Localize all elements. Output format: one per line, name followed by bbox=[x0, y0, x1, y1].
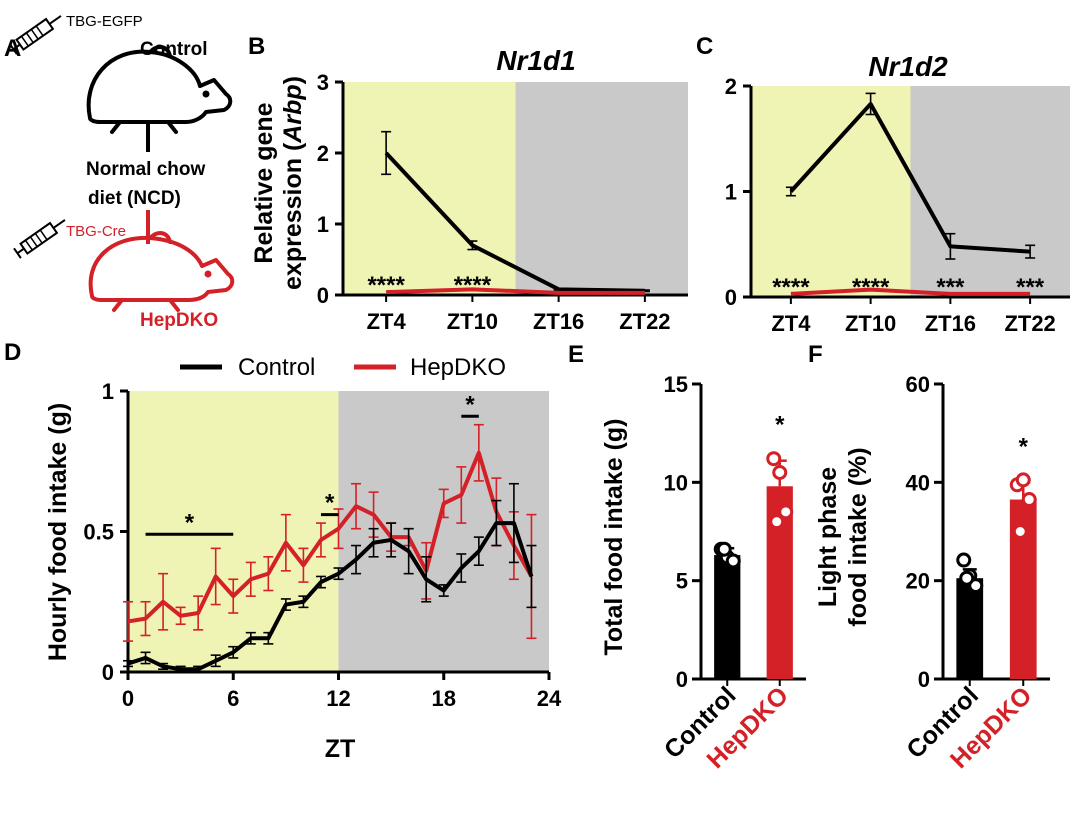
syringe-icon bbox=[9, 15, 62, 55]
panel-e-control-point bbox=[716, 541, 732, 557]
panel-b-significance: **** bbox=[454, 272, 492, 299]
panel-f-hepdko-point bbox=[1012, 524, 1028, 539]
panel-b-letter: B bbox=[248, 33, 265, 60]
panel-c-x-tick-label: ZT4 bbox=[771, 311, 811, 336]
panel-e-hepdko-point bbox=[766, 451, 782, 467]
panel-c-significance: *** bbox=[1016, 274, 1045, 301]
mouse-icon bbox=[88, 231, 235, 312]
panel-c-dark-phase bbox=[910, 86, 1070, 297]
panel-d-x-tick-label: 6 bbox=[227, 686, 239, 711]
panel-e-significance: * bbox=[775, 412, 785, 439]
panel-c-x-tick-label: ZT22 bbox=[1004, 311, 1055, 336]
panel-d-x-tick-label: 18 bbox=[432, 686, 456, 711]
panel-b-control-line bbox=[384, 151, 645, 293]
diet-label-line1: Normal chow bbox=[86, 159, 206, 180]
panel-c-title: Nr1d2 bbox=[868, 51, 948, 82]
panel-c-control-line bbox=[789, 101, 1031, 254]
control-vector-label: TBG-EGFP bbox=[66, 13, 143, 30]
diet-label-line2: diet (NCD) bbox=[88, 188, 181, 209]
panel-e-y-tick-label: 5 bbox=[676, 569, 688, 594]
syringe-icon bbox=[13, 219, 66, 259]
panel-b-y-tick-label: 1 bbox=[317, 212, 329, 237]
panel-f-hepdko-point bbox=[1021, 492, 1037, 508]
panel-c-x-tick-label: ZT10 bbox=[845, 311, 896, 336]
panel-f-bar-control bbox=[956, 578, 984, 679]
panel-f-ylabel-line2: food intake (%) bbox=[844, 447, 872, 626]
panel-f-y-tick-label: 0 bbox=[918, 667, 930, 692]
panel-c-x-tick-label: ZT16 bbox=[925, 311, 976, 336]
panel-e-hepdko-point bbox=[769, 514, 785, 530]
panel-d-control-line bbox=[127, 521, 534, 672]
panel-b-x-tick-label: ZT4 bbox=[367, 309, 407, 334]
panel-e-letter: E bbox=[568, 341, 584, 368]
panel-e-y-tick-label: 10 bbox=[664, 470, 688, 495]
panel-e-ylabel: Total food intake (g) bbox=[600, 418, 628, 655]
panel-b-y-tick-label: 2 bbox=[317, 141, 329, 166]
panel-e-control-point bbox=[725, 553, 741, 569]
panel-e-y-tick-label: 0 bbox=[676, 667, 688, 692]
panel-d-hepdko-line bbox=[127, 450, 534, 624]
panel-f-control-point bbox=[956, 552, 972, 568]
panel-d-significance: * bbox=[325, 490, 335, 517]
ko-vector-label: TBG-Cre bbox=[66, 223, 126, 240]
panel-b-chart: B Nr1d1 Relative gene expression (Arbp) … bbox=[248, 33, 688, 334]
panel-c-light-phase bbox=[751, 86, 911, 297]
panel-b-ylabel-line2: expression (Arbp) bbox=[279, 76, 307, 290]
panel-c-y-tick-label: 0 bbox=[725, 285, 737, 310]
panel-c-significance: **** bbox=[852, 274, 890, 301]
panel-d-x-tick-label: 0 bbox=[122, 686, 134, 711]
panel-f-letter: F bbox=[808, 341, 823, 368]
panel-f-hepdko-point bbox=[1015, 472, 1031, 488]
panel-d-xlabel: ZT bbox=[325, 735, 356, 763]
panel-d-y-tick-label: 1 bbox=[102, 379, 114, 404]
panel-d-significance: * bbox=[185, 509, 195, 536]
panel-d-y-tick-label: 0.5 bbox=[83, 520, 114, 545]
panel-b-light-phase bbox=[343, 82, 516, 295]
panel-f-y-tick-label: 60 bbox=[906, 372, 930, 397]
panel-b-y-tick-label: 3 bbox=[317, 70, 329, 95]
panel-c-significance: *** bbox=[936, 274, 965, 301]
panel-b-x-tick-label: ZT16 bbox=[533, 309, 584, 334]
panel-d-significance: * bbox=[465, 391, 475, 418]
panel-b-significance: **** bbox=[367, 272, 405, 299]
panel-d-x-tick-label: 24 bbox=[537, 686, 562, 711]
legend-hepdko-label: HepDKO bbox=[410, 354, 506, 381]
panel-d-y-tick-label: 0 bbox=[102, 660, 114, 685]
panel-d-chart: D Hourly food intake (g) ZT Control HepD… bbox=[4, 339, 562, 763]
panel-b-title: Nr1d1 bbox=[496, 45, 575, 76]
panel-c-y-tick-label: 2 bbox=[725, 74, 737, 99]
panel-e-chart: E Total food intake (g) 051015ControlHep… bbox=[568, 341, 806, 774]
panel-b-dark-phase bbox=[515, 82, 688, 295]
panel-b-x-tick-label: ZT22 bbox=[619, 309, 670, 334]
panel-a: A TBG-EGFP Control Normal chow diet (NCD… bbox=[4, 13, 235, 331]
panel-b-y-tick-label: 0 bbox=[317, 283, 329, 308]
panel-b-hepdko-line bbox=[386, 287, 645, 295]
panel-e-y-tick-label: 15 bbox=[664, 372, 688, 397]
panel-b-ylabel-line1: Relative gene bbox=[250, 102, 278, 263]
panel-c-letter: C bbox=[696, 33, 713, 60]
panel-e-hepdko-point bbox=[778, 504, 794, 520]
panel-c-y-tick-label: 1 bbox=[725, 180, 737, 205]
ko-label: HepDKO bbox=[140, 310, 218, 331]
panel-f-ylabel-line1: Light phase bbox=[814, 467, 842, 607]
panel-e-hepdko-point bbox=[772, 465, 788, 480]
panel-e-bar-control bbox=[714, 555, 741, 679]
panel-c-hepdko-line bbox=[790, 287, 1031, 296]
panel-f-y-tick-label: 40 bbox=[906, 470, 930, 495]
mouse-icon bbox=[86, 45, 233, 134]
legend-control-label: Control bbox=[238, 354, 315, 381]
panel-f-y-tick-label: 20 bbox=[906, 569, 930, 594]
panel-f-chart: F Light phase food intake (%) 0204060Con… bbox=[808, 341, 1050, 774]
panel-f-control-point bbox=[959, 570, 975, 586]
panel-d-ylabel: Hourly food intake (g) bbox=[44, 403, 72, 661]
panel-b-x-tick-label: ZT10 bbox=[447, 309, 498, 334]
panel-c-significance: **** bbox=[772, 274, 810, 301]
panel-d-x-tick-label: 12 bbox=[326, 686, 350, 711]
panel-f-significance: * bbox=[1019, 433, 1029, 460]
panel-d-letter: D bbox=[4, 339, 21, 366]
